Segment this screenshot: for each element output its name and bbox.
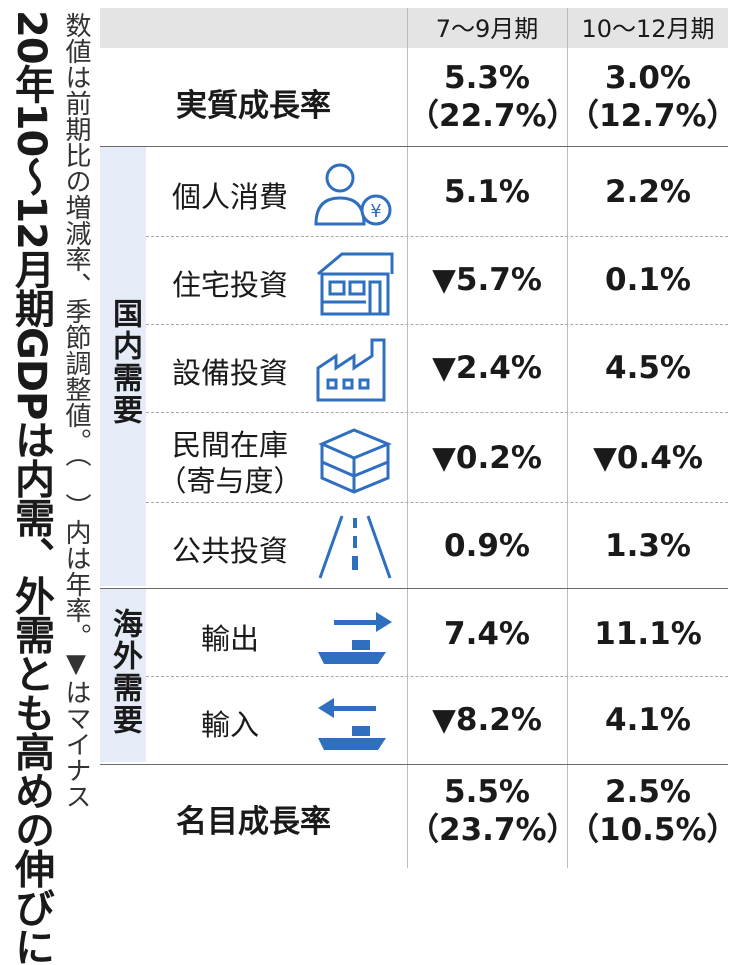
row-label-housing: 住宅投資 [171,268,288,302]
inventory-q3: ▼0.2% [432,440,542,476]
real-growth-q3-annual: （22.7%） [408,98,578,134]
column-divider [407,8,408,868]
housing-q3: ▼5.7% [432,262,542,298]
person-yen-icon: ¥ [314,163,392,226]
consumption-q3: 5.1% [444,174,530,210]
row-label-equipment: 設備投資 [171,356,288,390]
public-q3: 0.9% [444,528,530,564]
nominal-growth-q4-annual: （10.5%） [568,812,734,848]
divider [100,764,728,765]
nominal-growth-q4: 2.5% [605,774,691,810]
row-label-inventory-note: （寄与度） [157,464,303,498]
svg-text:¥: ¥ [370,201,381,222]
divider [146,676,728,677]
equipment-q3: ▼2.4% [432,350,542,386]
divider [100,588,728,589]
real-growth-q4-annual: （12.7%） [568,98,734,134]
factory-icon [316,338,386,402]
imports-q3: ▼8.2% [432,702,542,738]
real-growth-q4: 3.0% [605,60,691,96]
real-growth-label: 実質成長率 [176,88,331,124]
equipment-q4: 4.5% [605,350,691,386]
column-divider [567,8,568,868]
row-label-exports: 輸出 [200,622,259,656]
nominal-growth-q3-annual: （23.7%） [408,812,578,848]
exports-q4: 11.1% [594,616,702,652]
row-label-inventory: 民間在庫 [171,428,288,462]
column-header-q4: 10～12月期 [581,15,715,43]
road-icon [318,515,392,579]
row-label-consumption: 個人消費 [171,180,288,214]
ship-export-icon [318,612,392,664]
ship-import-icon [318,698,386,750]
nominal-growth-q3: 5.5% [444,774,530,810]
imports-q4: 4.1% [605,702,691,738]
consumption-q4: 2.2% [605,174,691,210]
row-label-imports: 輸入 [200,708,259,742]
row-label-public: 公共投資 [171,534,288,568]
divider [146,236,728,237]
page-title: 20年10～12月期GDPは内需、外需とも高めの伸びに [8,10,54,965]
boxes-icon [318,428,392,494]
housing-q4: 0.1% [605,262,691,298]
real-growth-q3: 5.3% [444,60,530,96]
divider [100,146,728,147]
nominal-growth-label: 名目成長率 [176,804,331,840]
overseas-group-label: 海外需要 [107,608,142,736]
inventory-q4: ▼0.4% [593,440,703,476]
house-icon [317,252,394,316]
domestic-group-label: 国内需要 [107,298,142,426]
overseas-sidebar [100,588,146,762]
divider [146,502,728,503]
exports-q3: 7.4% [444,616,530,652]
domestic-sidebar [100,146,146,586]
public-q4: 1.3% [605,528,691,564]
footnote: 数値は前期比の増減率、季節調整値。（ ）内は年率。▼はマイナス [61,12,91,809]
divider [146,412,728,413]
table-header [100,8,728,48]
column-header-q3: 7～9月期 [435,15,539,43]
divider [146,324,728,325]
gdp-table: 7～9月期 10～12月期 国内需要 海外需要 実質成長率 5.3% （22.7… [100,8,734,868]
